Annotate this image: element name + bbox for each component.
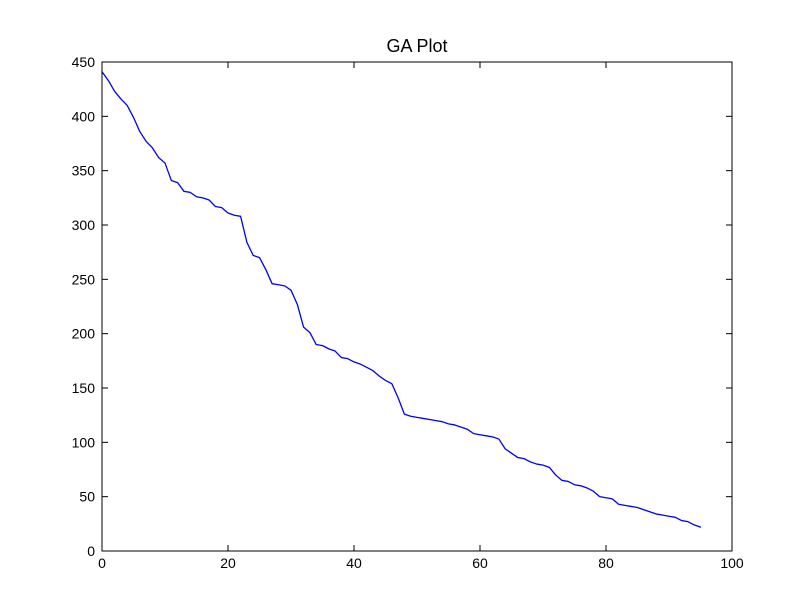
y-tick-label: 450	[72, 54, 96, 70]
plot-area	[102, 62, 732, 551]
y-tick-label: 0	[87, 543, 95, 559]
y-tick-label: 100	[72, 434, 96, 450]
x-tick-label: 100	[720, 555, 744, 571]
series-line	[101, 71, 702, 528]
y-tick-label: 400	[72, 108, 96, 124]
y-tick-label: 150	[72, 380, 96, 396]
plot-frame	[101, 61, 733, 552]
x-tick-label: 80	[598, 555, 614, 571]
y-tick-label: 200	[72, 326, 96, 342]
x-tick-label: 20	[220, 555, 236, 571]
x-tick-label: 60	[472, 555, 488, 571]
x-tick-label: 40	[346, 555, 362, 571]
y-tick-label: 50	[79, 489, 95, 505]
x-tick-label: 0	[98, 555, 106, 571]
y-tick-label: 300	[72, 217, 96, 233]
chart-title: GA Plot	[386, 36, 447, 56]
series-layer	[101, 71, 702, 528]
y-tick-label: 350	[72, 163, 96, 179]
axis-ticks: 0 20 40 60 80 100 0 50 100 150 200 250 300 350 400 450	[72, 54, 744, 571]
y-tick-label: 250	[72, 271, 96, 287]
